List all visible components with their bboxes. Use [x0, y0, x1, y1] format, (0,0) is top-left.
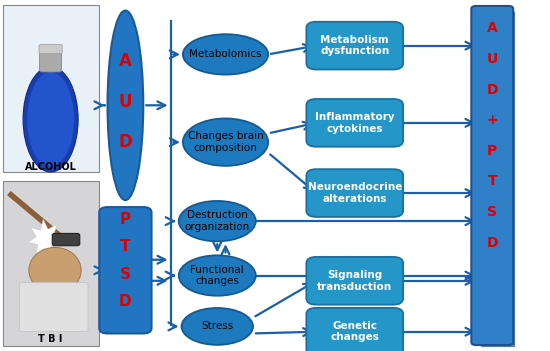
Text: ALCOHOL: ALCOHOL	[25, 162, 76, 172]
Text: U: U	[119, 93, 132, 111]
Text: Destruction
organization: Destruction organization	[185, 210, 250, 232]
Text: U: U	[487, 52, 498, 66]
Text: Signaling
transduction: Signaling transduction	[317, 270, 392, 292]
Text: D: D	[487, 236, 498, 250]
FancyBboxPatch shape	[52, 233, 80, 246]
Text: D: D	[119, 294, 131, 309]
Ellipse shape	[182, 308, 253, 345]
Ellipse shape	[23, 67, 78, 172]
FancyBboxPatch shape	[3, 5, 99, 172]
Text: T: T	[120, 239, 131, 254]
Polygon shape	[28, 219, 63, 257]
FancyBboxPatch shape	[99, 207, 151, 333]
FancyBboxPatch shape	[40, 49, 62, 72]
Text: Neuroendocrine
alterations: Neuroendocrine alterations	[307, 182, 402, 204]
FancyBboxPatch shape	[306, 99, 403, 147]
Text: S: S	[487, 205, 497, 219]
FancyBboxPatch shape	[481, 12, 514, 346]
Text: A: A	[119, 52, 132, 71]
Ellipse shape	[183, 118, 268, 166]
FancyBboxPatch shape	[39, 45, 62, 54]
FancyBboxPatch shape	[306, 257, 403, 305]
Ellipse shape	[107, 11, 143, 200]
Text: Stress: Stress	[201, 322, 233, 331]
Text: D: D	[487, 82, 498, 97]
Text: Metabolomics: Metabolomics	[189, 49, 262, 59]
Text: P: P	[120, 212, 131, 227]
FancyBboxPatch shape	[19, 283, 88, 332]
FancyBboxPatch shape	[306, 308, 403, 351]
Ellipse shape	[28, 72, 74, 167]
Text: Changes brain
composition: Changes brain composition	[188, 131, 263, 153]
FancyBboxPatch shape	[306, 169, 403, 217]
FancyBboxPatch shape	[471, 6, 513, 345]
Text: Metabolism
dysfunction: Metabolism dysfunction	[320, 35, 389, 57]
Text: Inflammatory
cytokines: Inflammatory cytokines	[315, 112, 394, 134]
Text: T B I: T B I	[39, 335, 63, 344]
Text: A: A	[487, 21, 498, 35]
Polygon shape	[509, 9, 514, 346]
Text: Genetic
changes: Genetic changes	[331, 321, 379, 343]
Text: T: T	[487, 174, 497, 188]
Ellipse shape	[183, 34, 268, 75]
FancyBboxPatch shape	[306, 22, 403, 69]
Ellipse shape	[29, 247, 81, 293]
Ellipse shape	[179, 201, 256, 241]
Text: D: D	[119, 133, 133, 151]
Text: +: +	[486, 113, 498, 127]
FancyBboxPatch shape	[3, 181, 99, 346]
Text: Functional
changes: Functional changes	[190, 265, 244, 286]
Ellipse shape	[179, 256, 256, 296]
Polygon shape	[476, 9, 514, 12]
Text: S: S	[120, 267, 131, 282]
Text: P: P	[487, 144, 497, 158]
